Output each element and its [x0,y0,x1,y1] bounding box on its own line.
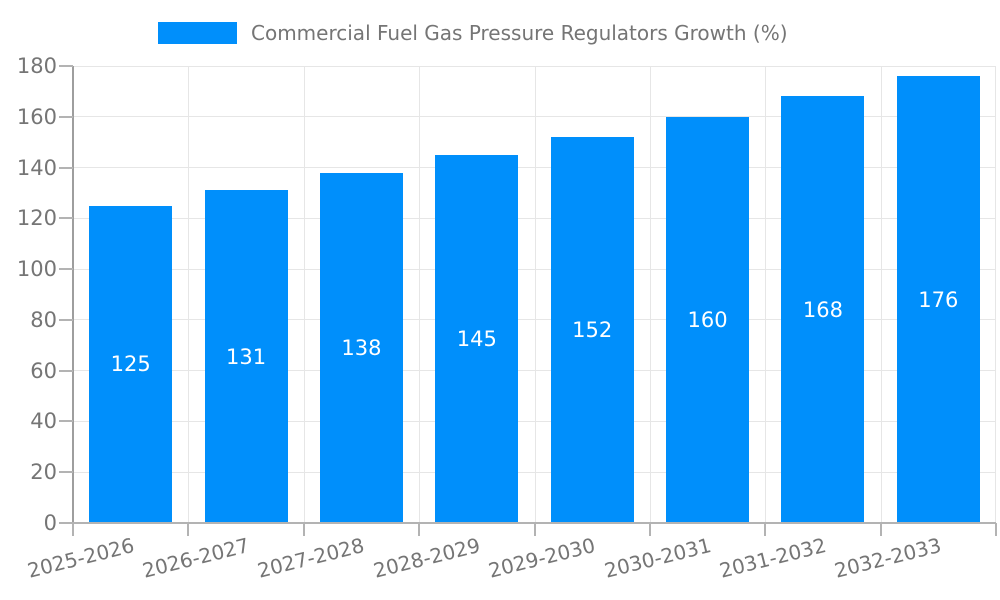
y-tick-mark [59,522,73,524]
x-gridline [419,66,421,523]
y-tick-mark [59,318,73,321]
bar-value-label: 145 [456,326,497,351]
bar-value-label: 125 [110,352,151,377]
y-tick-mark [59,268,73,271]
y-tick-label: 0 [43,511,57,535]
y-tick-mark [59,115,73,118]
y-tick-label: 40 [30,409,57,434]
x-tick-label: 2027-2028 [255,533,368,583]
y-tick-label: 120 [16,206,57,231]
bar-value-label: 168 [802,297,843,322]
bar[interactable]: 152 [550,137,634,523]
x-tick-label: 2025-2026 [24,533,137,583]
x-tick-mark [879,523,882,536]
bar[interactable]: 160 [666,116,750,523]
y-tick-label: 140 [16,155,57,180]
x-gridline [995,66,996,523]
plot-area: 125 131 138 145 152 160 168 176 [73,65,996,523]
x-tick-mark [764,523,767,536]
x-tick-mark [302,523,305,536]
x-tick-mark [187,523,190,536]
bar-value-label: 131 [226,344,267,369]
y-tick-mark [59,166,73,169]
x-tick-label: 2028-2029 [370,533,483,583]
x-tick-mark [533,523,536,536]
x-gridline [880,66,882,523]
bar-value-label: 160 [687,307,728,332]
legend-label: Commercial Fuel Gas Pressure Regulators … [251,21,788,45]
y-tick-mark [59,471,73,474]
y-tick-mark [59,369,73,372]
legend[interactable]: Commercial Fuel Gas Pressure Regulators … [158,21,788,45]
bar[interactable]: 125 [89,205,173,523]
y-tick-label: 100 [16,257,57,282]
x-tick-label: 2031-2032 [716,533,829,583]
bar[interactable]: 138 [319,172,403,523]
bar[interactable]: 176 [896,76,980,523]
y-tick-mark [59,420,73,423]
x-tick-label: 2030-2031 [601,533,714,583]
y-tick-label: 160 [16,104,57,129]
legend-swatch-icon [158,22,237,44]
x-tick-mark [72,523,74,536]
x-gridline [765,66,767,523]
y-axis-line [72,66,74,530]
y-tick-label: 180 [16,54,57,78]
bar-value-label: 138 [341,335,382,360]
bar-value-label: 176 [918,287,959,312]
x-tick-mark [418,523,421,536]
x-tick-label: 2029-2030 [486,533,598,583]
x-gridline [303,66,305,523]
bar[interactable]: 131 [204,190,288,523]
x-tick-mark [648,523,651,536]
y-tick-label: 60 [30,358,57,383]
x-tick-label: 2032-2033 [832,533,944,583]
x-gridline [649,66,651,523]
bar[interactable]: 168 [781,96,865,523]
x-tick-mark [995,523,997,536]
y-tick-label: 20 [30,460,57,485]
x-gridline [534,66,536,523]
x-tick-label: 2026-2027 [140,533,252,583]
y-tick-mark [59,65,73,67]
x-gridline [188,66,190,523]
y-tick-label: 80 [30,307,57,332]
bar[interactable]: 145 [435,154,519,523]
bar-value-label: 152 [572,318,613,343]
y-tick-mark [59,217,73,220]
